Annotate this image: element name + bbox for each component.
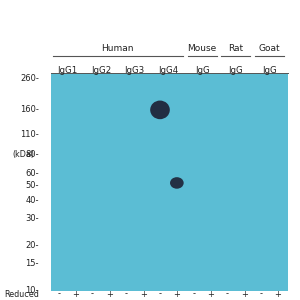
Text: 10-: 10- [26,286,39,295]
Text: IgG: IgG [229,65,243,74]
Text: -: - [125,290,128,298]
Text: +: + [173,290,180,298]
Ellipse shape [150,100,170,119]
Text: -: - [226,290,229,298]
Text: 50-: 50- [26,181,39,190]
Text: -: - [158,290,161,298]
Text: Goat: Goat [259,44,280,53]
Text: IgG3: IgG3 [124,65,145,74]
Text: 60-: 60- [25,169,39,178]
Text: (kDa): (kDa) [13,150,34,159]
Text: 260-: 260- [20,74,39,83]
Text: IgG1: IgG1 [57,65,77,74]
Ellipse shape [170,177,184,189]
Text: IgG2: IgG2 [91,65,111,74]
Text: Mouse: Mouse [188,44,217,53]
Text: Human: Human [102,44,134,53]
Text: +: + [207,290,214,298]
Text: IgG: IgG [262,65,277,74]
Text: -: - [192,290,195,298]
Bar [51,73,288,291]
Text: IgG: IgG [195,65,209,74]
Text: 15-: 15- [26,259,39,268]
Text: +: + [274,290,281,298]
Text: -: - [260,290,262,298]
Text: +: + [241,290,248,298]
Text: 80-: 80- [25,150,39,159]
Text: 20-: 20- [26,241,39,250]
Text: 30-: 30- [25,214,39,223]
Text: Reduced: Reduced [4,290,39,298]
Text: Rat: Rat [228,44,243,53]
Text: -: - [57,290,60,298]
Text: +: + [140,290,147,298]
Text: 110-: 110- [20,130,39,139]
Text: -: - [91,290,94,298]
Text: +: + [72,290,79,298]
Text: 160-: 160- [20,105,39,114]
Text: IgG4: IgG4 [158,65,178,74]
Text: +: + [106,290,113,298]
Text: 40-: 40- [26,196,39,205]
